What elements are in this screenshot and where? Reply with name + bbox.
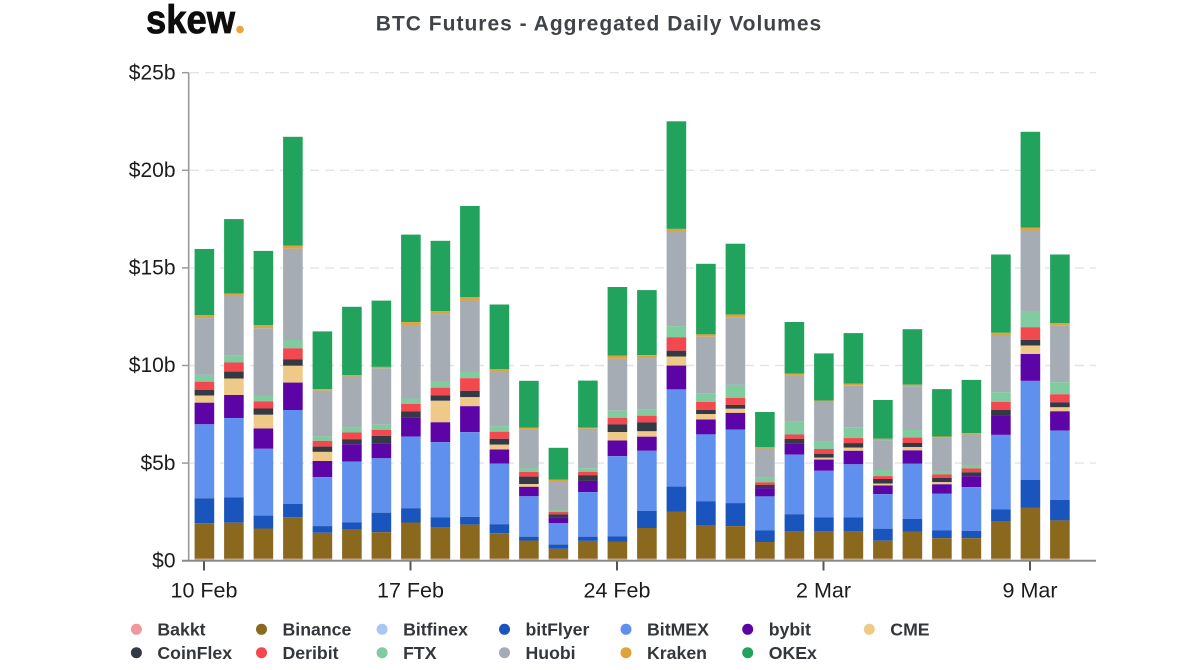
svg-text:Deribit: Deribit: [283, 643, 339, 663]
svg-text:bybit: bybit: [769, 620, 811, 640]
svg-text:$0: $0: [152, 549, 175, 572]
svg-text:Bakkt: Bakkt: [157, 620, 205, 640]
svg-text:$25b: $25b: [129, 61, 176, 84]
svg-text:CME: CME: [890, 620, 930, 640]
svg-text:24 Feb: 24 Feb: [584, 579, 651, 603]
svg-text:BitMEX: BitMEX: [647, 620, 709, 640]
svg-text:$20b: $20b: [129, 159, 176, 182]
svg-text:2 Mar: 2 Mar: [796, 579, 851, 603]
svg-text:17 Feb: 17 Feb: [377, 579, 444, 603]
svg-text:$10b: $10b: [129, 354, 176, 377]
svg-text:$15b: $15b: [129, 257, 176, 280]
svg-text:Kraken: Kraken: [647, 643, 707, 663]
svg-text:Bitfinex: Bitfinex: [403, 620, 468, 640]
svg-text:$5b: $5b: [140, 452, 175, 475]
svg-text:FTX: FTX: [403, 643, 437, 663]
svg-text:Huobi: Huobi: [526, 643, 576, 663]
svg-text:10 Feb: 10 Feb: [171, 579, 238, 603]
svg-text:OKEx: OKEx: [769, 643, 817, 663]
svg-text:BTC Futures - Aggregated Daily: BTC Futures - Aggregated Daily Volumes: [376, 13, 822, 36]
svg-text:bitFlyer: bitFlyer: [526, 620, 590, 640]
svg-text:Binance: Binance: [283, 620, 352, 640]
svg-text:skew: skew: [146, 0, 236, 42]
svg-text:9 Mar: 9 Mar: [1003, 579, 1058, 603]
svg-text:CoinFlex: CoinFlex: [157, 643, 232, 663]
